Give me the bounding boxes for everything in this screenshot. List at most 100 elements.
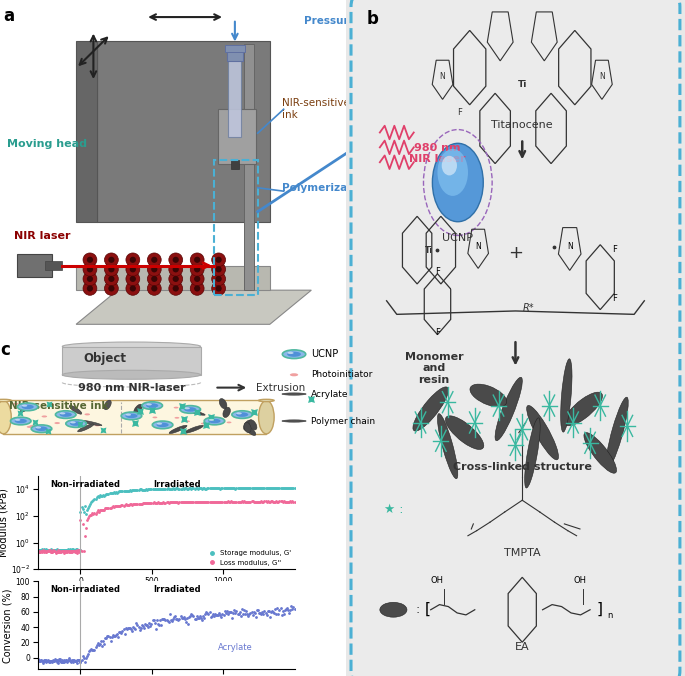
Circle shape xyxy=(184,407,197,412)
Ellipse shape xyxy=(182,409,206,415)
Circle shape xyxy=(157,422,162,425)
Circle shape xyxy=(290,373,298,377)
Text: OH: OH xyxy=(573,576,586,585)
Loss modulus, G'' xyxy=(136,500,144,508)
Ellipse shape xyxy=(104,400,111,410)
Text: F: F xyxy=(612,294,616,303)
Text: Irradiated: Irradiated xyxy=(153,585,201,594)
Circle shape xyxy=(194,285,200,291)
Legend: Storage modulus, G', Loss modulus, G'': Storage modulus, G', Loss modulus, G'' xyxy=(205,550,291,566)
Circle shape xyxy=(204,417,225,425)
Circle shape xyxy=(105,272,119,286)
Circle shape xyxy=(129,266,136,272)
Loss modulus, G'' xyxy=(242,498,250,506)
Text: c: c xyxy=(0,341,10,360)
Circle shape xyxy=(216,257,222,263)
Text: F: F xyxy=(457,108,462,117)
FancyBboxPatch shape xyxy=(351,0,680,676)
Circle shape xyxy=(151,266,158,272)
Ellipse shape xyxy=(62,342,201,351)
Circle shape xyxy=(83,272,97,286)
Circle shape xyxy=(169,253,183,266)
Circle shape xyxy=(186,410,190,412)
Circle shape xyxy=(32,425,52,433)
Storage modulus, G' xyxy=(58,546,66,554)
Text: n: n xyxy=(607,610,612,620)
Circle shape xyxy=(190,253,204,266)
Circle shape xyxy=(173,266,179,272)
Circle shape xyxy=(142,402,162,410)
Ellipse shape xyxy=(62,370,201,379)
Circle shape xyxy=(212,420,217,422)
Storage modulus, G' xyxy=(34,546,42,554)
Circle shape xyxy=(169,272,183,286)
Circle shape xyxy=(108,276,114,282)
Text: Acrylate: Acrylate xyxy=(218,643,252,652)
Text: 980 nm NIR-laser: 980 nm NIR-laser xyxy=(77,383,185,393)
Text: :: : xyxy=(412,603,421,617)
Circle shape xyxy=(54,422,60,424)
Circle shape xyxy=(126,272,140,286)
Circle shape xyxy=(10,417,31,425)
Text: ]: ] xyxy=(597,602,603,617)
X-axis label: Dose (J): Dose (J) xyxy=(145,589,188,599)
Circle shape xyxy=(174,407,179,408)
Ellipse shape xyxy=(432,143,483,222)
Text: N: N xyxy=(567,242,573,251)
Ellipse shape xyxy=(282,393,306,395)
Circle shape xyxy=(126,282,140,295)
Text: F: F xyxy=(612,245,616,254)
Bar xyxy=(225,45,245,52)
Circle shape xyxy=(108,285,114,291)
Line: Loss modulus, G'': Loss modulus, G'' xyxy=(36,500,296,554)
Text: [: [ xyxy=(425,602,431,617)
Circle shape xyxy=(17,403,38,411)
Circle shape xyxy=(14,418,27,423)
Polygon shape xyxy=(97,41,270,222)
Circle shape xyxy=(156,422,169,427)
Circle shape xyxy=(232,411,252,418)
Storage modulus, G' xyxy=(239,484,247,492)
Circle shape xyxy=(180,406,201,413)
Circle shape xyxy=(151,285,158,291)
Circle shape xyxy=(49,404,54,406)
Circle shape xyxy=(55,411,76,418)
Circle shape xyxy=(105,282,119,295)
Text: N: N xyxy=(475,242,481,251)
Ellipse shape xyxy=(0,400,11,402)
Text: Ti: Ti xyxy=(518,80,527,89)
Text: Acrylate: Acrylate xyxy=(311,389,349,399)
Ellipse shape xyxy=(413,387,449,431)
Polygon shape xyxy=(76,290,311,324)
Storage modulus, G' xyxy=(47,547,55,555)
Y-axis label: Conversion (%): Conversion (%) xyxy=(3,588,13,662)
Circle shape xyxy=(169,262,183,276)
Storage modulus, G' xyxy=(136,485,144,493)
Circle shape xyxy=(83,253,97,266)
Circle shape xyxy=(105,253,119,266)
Text: Ti: Ti xyxy=(425,245,433,255)
Circle shape xyxy=(60,412,65,414)
Text: NIR-sensitive
ink: NIR-sensitive ink xyxy=(282,99,350,120)
Ellipse shape xyxy=(527,406,558,460)
Circle shape xyxy=(190,272,204,286)
Text: NIR-sensitive ink: NIR-sensitive ink xyxy=(9,401,108,411)
Text: NIR laser: NIR laser xyxy=(14,231,71,241)
Ellipse shape xyxy=(219,399,227,409)
Text: UCNP: UCNP xyxy=(443,233,473,243)
Circle shape xyxy=(216,266,222,272)
Circle shape xyxy=(147,253,161,266)
Circle shape xyxy=(129,285,136,291)
Circle shape xyxy=(125,414,138,418)
Bar xyxy=(228,51,241,137)
Circle shape xyxy=(151,257,158,263)
Circle shape xyxy=(108,266,114,272)
Circle shape xyxy=(126,414,131,416)
Circle shape xyxy=(83,262,97,276)
Circle shape xyxy=(175,417,179,418)
Text: Photoinitiator: Photoinitiator xyxy=(311,370,373,379)
Text: b: b xyxy=(366,10,378,28)
Y-axis label: Modulus (kPa): Modulus (kPa) xyxy=(0,488,8,557)
Circle shape xyxy=(173,257,179,263)
Bar xyxy=(17,254,52,276)
